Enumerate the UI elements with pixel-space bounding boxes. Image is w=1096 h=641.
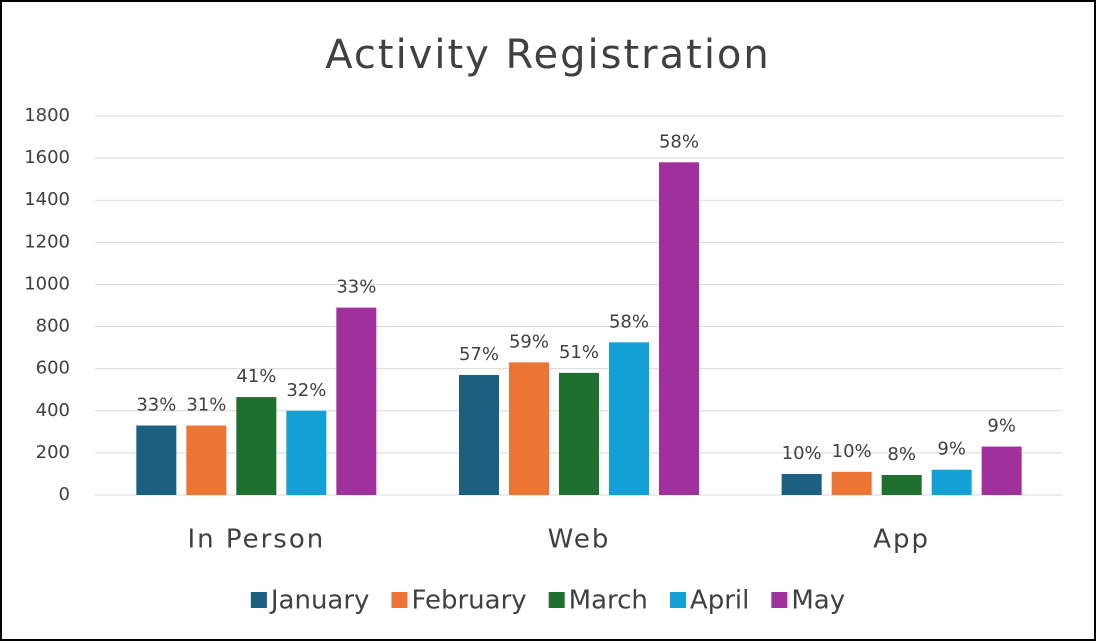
bar (186, 425, 227, 495)
y-tick-label: 1200 (24, 231, 70, 252)
y-tick-label: 600 (36, 358, 70, 379)
chart-title: Activity Registration (325, 32, 771, 78)
x-tick-label: In Person (187, 525, 325, 555)
y-tick-label: 1600 (24, 147, 70, 168)
bar (136, 425, 177, 495)
bar (831, 471, 872, 495)
data-label: 10% (832, 441, 872, 462)
data-label: 57% (459, 344, 499, 365)
y-tick-label: 1800 (24, 105, 70, 126)
data-label: 58% (609, 311, 649, 332)
bar (931, 469, 972, 495)
y-tick-label: 1000 (24, 273, 70, 294)
data-label: 8% (887, 444, 916, 465)
data-label: 10% (782, 443, 822, 464)
legend-label: February (411, 586, 526, 616)
x-tick-label: Web (548, 525, 611, 555)
legend-swatch (548, 592, 565, 608)
legend-swatch (669, 592, 686, 608)
data-label: 33% (336, 277, 376, 298)
data-label: 58% (659, 131, 699, 152)
bar (659, 162, 699, 496)
data-label: 9% (937, 439, 966, 460)
legend-swatch (391, 592, 408, 608)
y-tick-label: 200 (36, 442, 70, 463)
bar (509, 362, 549, 495)
legend-label: January (269, 586, 370, 616)
legend-swatch (250, 592, 267, 608)
y-tick-label: 800 (36, 316, 70, 337)
legend-swatch (771, 592, 788, 608)
bar (781, 473, 822, 495)
legend-label: May (791, 586, 845, 616)
data-label: 59% (509, 331, 549, 352)
y-tick-label: 0 (59, 484, 70, 505)
legend-label: March (569, 586, 648, 616)
bar (981, 446, 1022, 495)
bar (459, 374, 499, 495)
data-label: 31% (186, 395, 226, 416)
data-label: 32% (286, 380, 326, 401)
data-label: 33% (136, 395, 176, 416)
bar (609, 342, 649, 495)
data-label: 9% (987, 416, 1016, 437)
bar (236, 397, 277, 495)
data-label: 41% (236, 366, 276, 387)
legend-label: April (690, 586, 749, 616)
bar (286, 410, 327, 495)
y-tick-label: 1400 (24, 189, 70, 210)
bar (336, 307, 377, 495)
bar (881, 474, 922, 495)
x-tick-label: App (873, 525, 930, 555)
y-tick-label: 400 (36, 400, 70, 421)
bar (559, 372, 599, 495)
data-label: 51% (559, 342, 599, 363)
